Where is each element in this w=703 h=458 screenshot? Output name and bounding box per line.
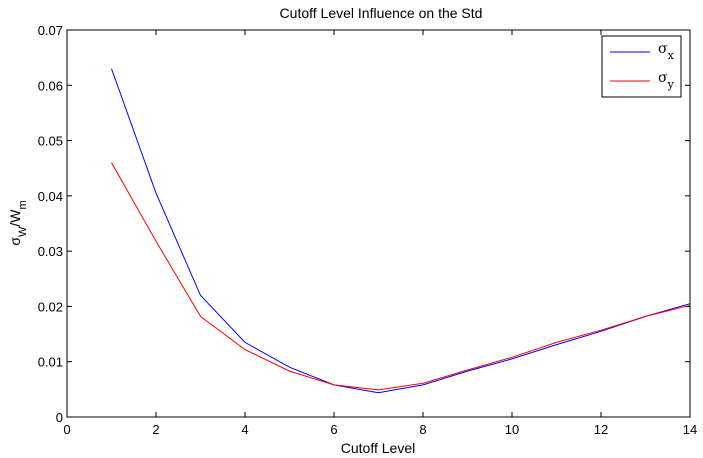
legend-label-sigma-x-symbol: σ (658, 41, 668, 57)
y-tick-label: 0 (56, 410, 63, 425)
legend: σx σy (601, 35, 682, 98)
legend-label-sigma-y-symbol: σ (658, 70, 668, 86)
x-tick-label: 2 (152, 422, 159, 437)
chart-title: Cutoff Level Influence on the Std (280, 5, 483, 21)
plot-lines (111, 68, 691, 394)
x-tick-label: 10 (505, 422, 519, 437)
y-axis-label-sub-m: m (17, 200, 29, 209)
legend-label-sigma-x: σx (658, 41, 675, 62)
y-tick-label: 0.03 (38, 244, 63, 259)
x-tick-label: 4 (241, 422, 248, 437)
x-tick-label: 14 (683, 422, 697, 437)
y-axis-label-symbol: σ (7, 237, 23, 246)
plot-frame (66, 29, 691, 418)
legend-label-sigma-y: σy (658, 70, 675, 91)
y-tick-label: 0.07 (38, 23, 63, 38)
y-tick-label: 0.05 (38, 134, 63, 149)
y-tick-label: 0.06 (38, 78, 63, 93)
y-axis-label-sub-w: W (17, 226, 29, 237)
x-tick-label: 12 (594, 422, 608, 437)
y-tick-label: 0.04 (38, 189, 63, 204)
legend-label-sigma-y-sub: y (667, 78, 675, 91)
series-line-sigma-x (111, 68, 691, 394)
y-axis-label-sep: /W (7, 209, 23, 227)
legend-label-sigma-x-sub: x (668, 49, 675, 62)
series-line-sigma-y (111, 162, 691, 391)
x-tick-label: 6 (330, 422, 337, 437)
y-tick-label: 0.01 (38, 355, 63, 370)
x-tick-label: 0 (63, 422, 70, 437)
x-tick-label: 8 (419, 422, 426, 437)
y-tick-label: 0.02 (38, 299, 63, 314)
axes: 0 2 4 6 8 10 12 14 0 0.01 0.02 0.03 0.04 0.05 0.06 0.07 (38, 23, 698, 437)
legend-box (601, 35, 682, 98)
x-axis-label: Cutoff Level (341, 440, 415, 456)
y-axis-label: σW/Wm (7, 200, 29, 245)
